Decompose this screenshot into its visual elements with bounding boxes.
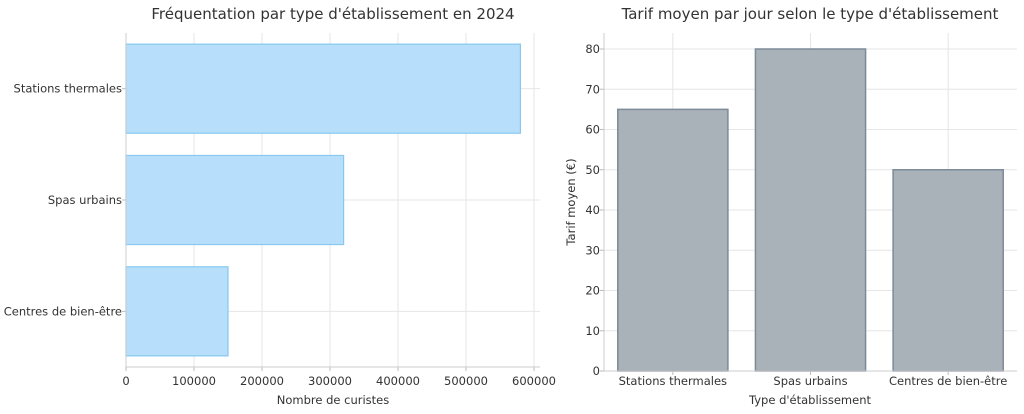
right-bar	[617, 108, 729, 372]
right-y-tick-label: 10	[585, 324, 600, 338]
right-y-tick-label: 20	[585, 284, 600, 298]
right-x-ticks: Stations thermales Spas urbains Centres …	[619, 374, 1008, 388]
right-y-axis-label: Tarif moyen (€)	[564, 158, 578, 246]
left-x-tick-label: 500000	[444, 374, 488, 388]
right-axes	[600, 33, 1017, 375]
left-chart-title: Fréquentation par type d'établissement e…	[151, 5, 514, 23]
right-y-tick-label: 70	[585, 82, 600, 96]
left-x-tick-label: 0	[122, 374, 129, 388]
right-y-tick-label: 40	[585, 203, 600, 217]
left-x-tick-label: 600000	[512, 374, 556, 388]
left-x-tick-label: 300000	[308, 374, 352, 388]
right-y-tick-label: 60	[585, 123, 600, 137]
left-category-label: Spas urbains	[48, 193, 122, 207]
right-bar	[754, 48, 867, 372]
left-y-ticks: Stations thermales Spas urbains Centres …	[4, 82, 122, 319]
left-chart: Fréquentation par type d'établissement e…	[4, 5, 556, 407]
left-axes	[122, 33, 540, 371]
right-bar	[892, 169, 1004, 372]
left-bar	[125, 43, 521, 134]
left-x-tick-label: 200000	[240, 374, 284, 388]
right-chart: Tarif moyen par jour selon le type d'éta…	[564, 5, 1017, 407]
left-x-tick-label: 100000	[172, 374, 216, 388]
right-chart-title: Tarif moyen par jour selon le type d'éta…	[621, 5, 999, 23]
left-x-axis-label: Nombre de curistes	[277, 393, 389, 407]
right-category-label: Spas urbains	[773, 374, 847, 388]
left-category-label: Stations thermales	[14, 82, 122, 96]
right-y-ticks: 0 10 20 30 40 50 60 70 80	[585, 42, 600, 378]
right-y-tick-label: 30	[585, 243, 600, 257]
right-bars	[617, 48, 1004, 372]
left-bars	[125, 43, 521, 357]
right-category-label: Stations thermales	[619, 374, 727, 388]
left-bar	[125, 266, 229, 357]
right-y-tick-label: 80	[585, 42, 600, 56]
right-x-axis-label: Type d'établissement	[748, 393, 871, 407]
right-category-label: Centres de bien-être	[889, 374, 1007, 388]
right-y-tick-label: 0	[593, 364, 600, 378]
left-category-label: Centres de bien-être	[4, 304, 122, 318]
right-y-tick-label: 50	[585, 163, 600, 177]
left-x-ticks: 0 100000 200000 300000 400000 500000 600…	[122, 374, 556, 388]
left-x-tick-label: 400000	[376, 374, 420, 388]
left-bar	[125, 154, 345, 246]
